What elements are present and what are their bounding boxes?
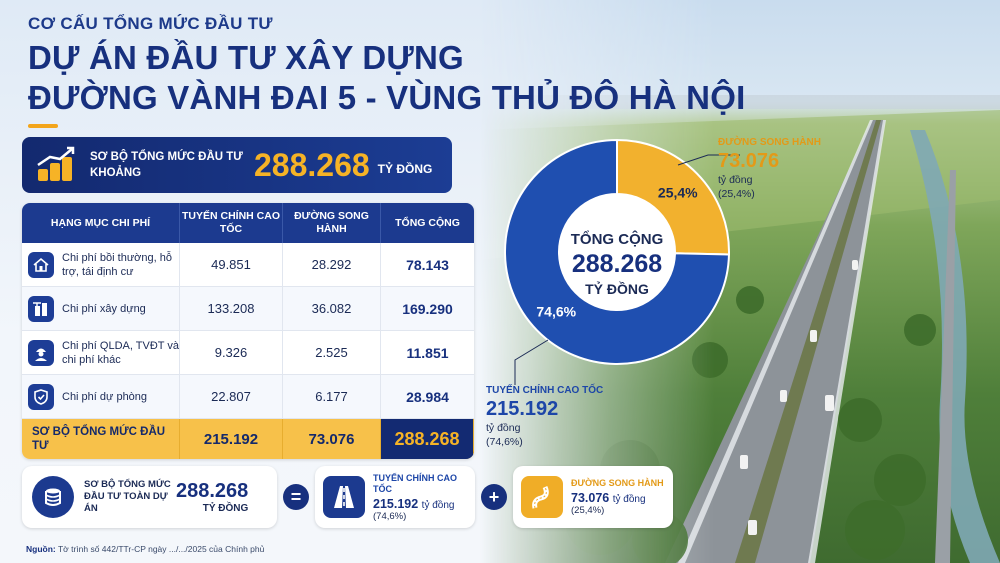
center-label-value: 288.268: [572, 250, 662, 278]
banner-label: SƠ BỘ TỔNG MỨC ĐẦU TƯ KHOẢNG: [90, 151, 243, 179]
cell-total: 78.143: [406, 256, 449, 273]
table-total-row: SƠ BỘ TỔNG MỨC ĐẦU TƯ 215.192 73.076 288…: [22, 419, 474, 459]
header-category: HẠNG MỤC CHI PHÍ: [22, 203, 180, 243]
coins-chart-icon: [32, 143, 80, 187]
row-label: Chi phí xây dựng: [62, 302, 146, 315]
main-route-unit: tỷ đồng: [421, 499, 455, 511]
callout-title: TUYẾN CHÍNH CAO TỐC: [486, 385, 604, 396]
building-icon: [28, 295, 54, 322]
house-icon: [28, 251, 54, 278]
table-row: Chi phí QLDA, TVĐT và chi phí khác 9.326…: [22, 331, 474, 375]
cell-total: 28.984: [406, 388, 449, 405]
callout-title: ĐƯỜNG SONG HÀNH: [718, 137, 821, 148]
source-note: Nguồn: Tờ trình số 442/TTr-CP ngày .../.…: [26, 544, 264, 554]
callout-value: 73.076: [718, 150, 780, 172]
cell-main: 49.851: [180, 243, 283, 286]
header-parallel-road: ĐƯỜNG SONG HÀNH: [283, 203, 381, 243]
header-main-route: TUYẾN CHÍNH CAO TỐC: [180, 203, 283, 243]
cell-main: 22.807: [180, 375, 283, 418]
center-label-top: TỔNG CỘNG: [571, 230, 664, 248]
equation-bar: SƠ BỘ TỔNG MỨC ĐẦU TƯ TOÀN DỰ ÁN 288.268…: [22, 466, 673, 528]
plus-sign: +: [481, 484, 507, 510]
row-label: Chi phí bồi thường, hỗ trợ, tái định cư: [62, 251, 172, 278]
cell-parallel: 6.177: [283, 375, 381, 418]
coin-stack-icon: [32, 476, 74, 518]
pie-percent-label: 74,6%: [536, 303, 576, 319]
main-route-percent: (74,6%): [373, 510, 407, 522]
cell-total: 11.851: [406, 344, 449, 361]
main-route-title: TUYẾN CHÍNH CAO TỐC: [373, 472, 458, 494]
center-label-bottom: TỶ ĐỒNG: [585, 280, 649, 297]
row-label: Chi phí dự phòng: [62, 390, 148, 403]
cell-parallel: 2.525: [283, 331, 381, 374]
banner-unit: TỶ ĐỒNG: [377, 162, 433, 176]
total-row-parallel: 73.076: [283, 419, 381, 459]
total-row-main: 215.192: [180, 419, 283, 459]
highway-scene-image: [480, 0, 1000, 563]
total-row-label: SƠ BỘ TỔNG MỨC ĐẦU TƯ: [22, 419, 180, 459]
investment-summary-banner: SƠ BỘ TỔNG MỨC ĐẦU TƯ KHOẢNG 288.268 TỶ …: [22, 137, 452, 193]
table-row: Chi phí dự phòng 22.807 6.177 28.984: [22, 375, 474, 419]
parallel-road-unit: tỷ đồng: [612, 494, 646, 505]
table-row: Chi phí bồi thường, hỗ trợ, tái định cư …: [22, 243, 474, 287]
main-route-box: TUYẾN CHÍNH CAO TỐC 215.192 tỷ đồng (74,…: [315, 466, 475, 528]
main-route-value: 215.192: [373, 496, 419, 511]
donut-hole: [559, 194, 675, 310]
table-header: HẠNG MỤC CHI PHÍ TUYẾN CHÍNH CAO TỐC ĐƯỜ…: [22, 203, 474, 243]
pie-percent-label: 25,4%: [658, 185, 698, 201]
row-label: Chi phí QLDA, TVĐT và chi phí khác: [62, 339, 179, 366]
cell-parallel: 28.292: [283, 243, 381, 286]
highway-icon: [323, 476, 365, 518]
callout-value: 215.192: [486, 398, 559, 420]
pie-slice-parallel-road: [616, 138, 730, 256]
total-row-grand: 288.268: [381, 419, 474, 459]
header: CƠ CẤU TỔNG MỨC ĐẦU TƯ DỰ ÁN ĐẦU TƯ XÂY …: [28, 14, 745, 128]
parallel-road-value: 73.076: [571, 491, 610, 505]
callout-unit: tỷ đồng: [718, 174, 753, 186]
title-underline: [28, 124, 58, 128]
source-label: Nguồn:: [26, 544, 56, 554]
table-body: Chi phí bồi thường, hỗ trợ, tái định cư …: [22, 243, 474, 419]
callout-percent: (74,6%): [486, 436, 523, 448]
callout-unit: tỷ đồng: [486, 422, 521, 434]
cell-total: 169.290: [402, 300, 453, 317]
total-investment-box: SƠ BỘ TỔNG MỨC ĐẦU TƯ TOÀN DỰ ÁN 288.268…: [22, 466, 277, 528]
source-text: Tờ trình số 442/TTr-CP ngày .../.../2025…: [57, 544, 265, 554]
total-investment-label: SƠ BỘ TỔNG MỨC ĐẦU TƯ TOÀN DỰ ÁN: [84, 479, 171, 514]
callout-percent: (25,4%): [718, 188, 755, 200]
cost-table: HẠNG MỤC CHI PHÍ TUYẾN CHÍNH CAO TỐC ĐƯỜ…: [22, 203, 474, 459]
page-title-line2: ĐƯỜNG VÀNH ĐAI 5 - VÙNG THỦ ĐÔ HÀ NỘI: [28, 79, 746, 116]
donut-chart: TỔNG CỘNG 288.268 TỶ ĐỒNG 25,4% 74,6%: [504, 138, 730, 365]
kicker-title: CƠ CẤU TỔNG MỨC ĐẦU TƯ: [28, 14, 273, 33]
winding-road-icon: [521, 476, 563, 518]
shield-icon: [28, 383, 54, 410]
parallel-road-title: ĐƯỜNG SONG HÀNH: [571, 478, 664, 488]
parallel-road-box: ĐƯỜNG SONG HÀNH 73.076 tỷ đồng (25,4%): [513, 466, 673, 528]
total-investment-unit: TỶ ĐỒNG: [202, 503, 249, 514]
cell-main: 133.208: [180, 287, 283, 330]
table-row: Chi phí xây dựng 133.208 36.082 169.290: [22, 287, 474, 331]
equals-sign: =: [283, 484, 309, 510]
engineer-icon: [28, 339, 54, 366]
total-investment-value: 288.268: [176, 480, 249, 502]
callout-parallel-road: ĐƯỜNG SONG HÀNH 73.076 tỷ đồng (25,4%): [718, 137, 821, 201]
page-title-line1: DỰ ÁN ĐẦU TƯ XÂY DỰNG: [28, 39, 464, 76]
header-total: TỔNG CỘNG: [395, 216, 460, 229]
cell-main: 9.326: [180, 331, 283, 374]
parallel-road-percent: (25,4%): [571, 505, 605, 516]
cell-parallel: 36.082: [283, 287, 381, 330]
banner-value: 288.268: [254, 146, 370, 183]
callout-main-route: TUYẾN CHÍNH CAO TỐC 215.192 tỷ đồng (74,…: [486, 385, 603, 449]
